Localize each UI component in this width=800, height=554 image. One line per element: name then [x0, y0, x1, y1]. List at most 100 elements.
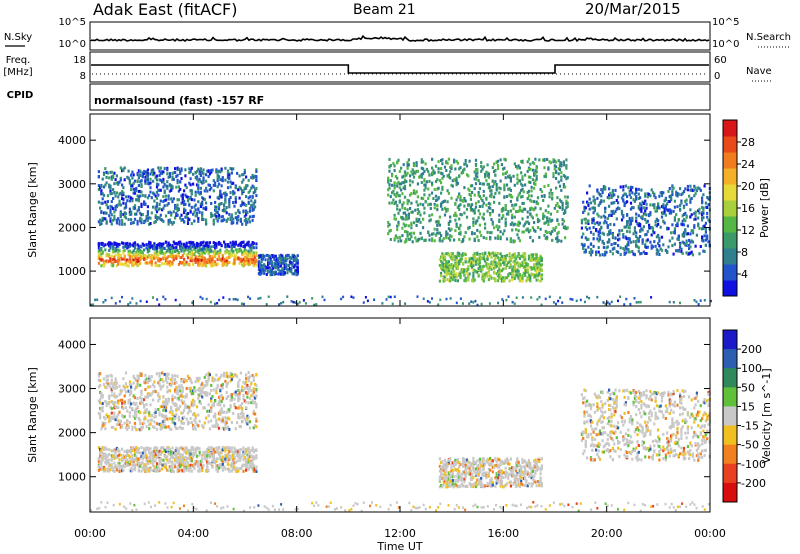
- power-cell: [401, 181, 404, 185]
- power-cell: [450, 270, 453, 274]
- power-cell: [208, 172, 211, 176]
- power-cell: [446, 252, 449, 255]
- power-cell: [189, 183, 192, 187]
- power-cell: [122, 197, 125, 201]
- velocity-cell: [137, 468, 140, 472]
- power-cell: [437, 186, 440, 190]
- power-cell: [518, 208, 521, 212]
- power-cell: [482, 276, 485, 280]
- power-cell: [124, 261, 128, 265]
- power-cell: [529, 235, 532, 239]
- power-cell: [632, 252, 635, 256]
- power-cell: [508, 257, 511, 261]
- velocity-cell: [137, 457, 140, 461]
- velocity-cell: [188, 464, 191, 468]
- power-cell: [100, 264, 103, 268]
- power-cell: [237, 243, 240, 247]
- power-cell: [449, 215, 452, 219]
- velocity-cell: [102, 448, 106, 452]
- power-cell: [497, 301, 500, 305]
- power-cell: [473, 170, 476, 174]
- power-cell: [499, 274, 502, 278]
- power-cell: [706, 211, 709, 215]
- nsearch-label: N.Search: [746, 32, 791, 43]
- power-cell: [144, 254, 147, 258]
- power-cell: [681, 223, 684, 227]
- power-cell: [139, 211, 142, 215]
- power-cell: [564, 175, 567, 179]
- power-cell: [477, 200, 480, 204]
- power-cell: [274, 254, 277, 258]
- power-cell: [269, 267, 272, 271]
- power-cell: [538, 235, 541, 239]
- power-cell: [702, 211, 705, 215]
- power-cell: [534, 182, 537, 186]
- velocity-cell: [130, 449, 133, 453]
- power-cell: [462, 270, 465, 274]
- power-cell: [462, 261, 465, 265]
- power-cell: [127, 303, 130, 306]
- power-cell: [270, 262, 273, 265]
- power-cell: [185, 185, 188, 189]
- power-cell: [150, 170, 153, 174]
- power-cell: [112, 188, 115, 192]
- power-cell: [644, 218, 647, 222]
- power-cell: [155, 196, 159, 200]
- power-cell: [157, 188, 160, 192]
- power-cell: [229, 241, 232, 245]
- power-cell: [611, 233, 614, 237]
- power-cell: [224, 243, 227, 246]
- power-cell: [498, 191, 501, 195]
- velocity-cell: [97, 457, 100, 461]
- power-cell: [540, 263, 543, 267]
- velocity-cell: [157, 451, 160, 455]
- velocity-cell: [133, 451, 137, 455]
- power-cell: [611, 194, 614, 198]
- power-cell: [265, 272, 268, 276]
- power-cell: [110, 170, 113, 174]
- power-cell: [486, 163, 489, 167]
- power-cell: [389, 164, 392, 167]
- power-cell: [524, 269, 527, 273]
- power-cell: [418, 210, 421, 214]
- power-cell: [217, 216, 221, 220]
- power-cell: [651, 245, 655, 249]
- power-cell: [539, 274, 542, 278]
- power-cell: [557, 172, 560, 176]
- power-cell: [557, 239, 560, 243]
- power-cell: [394, 200, 397, 204]
- power-cell: [123, 248, 126, 252]
- power-cell: [432, 172, 435, 176]
- power-cell: [210, 249, 213, 253]
- power-echo-region: [257, 253, 299, 277]
- power-cell: [460, 199, 463, 203]
- power-cell: [449, 165, 452, 169]
- power-cell: [644, 243, 647, 247]
- power-cell: [675, 223, 678, 227]
- power-cell: [611, 201, 614, 205]
- velocity-cell: [101, 451, 104, 455]
- power-cell: [565, 202, 568, 206]
- power-cell: [536, 274, 540, 278]
- power-cell: [184, 215, 187, 219]
- power-cell: [471, 256, 474, 260]
- power-cell: [131, 243, 134, 247]
- power-cell: [294, 269, 297, 273]
- power-cell: [117, 258, 120, 262]
- power-cell: [166, 262, 169, 266]
- power-cell: [163, 199, 166, 202]
- power-cell: [393, 193, 396, 196]
- velocity-cell: [118, 449, 121, 453]
- power-cell: [250, 203, 253, 207]
- power-cell: [535, 253, 538, 257]
- power-cell: [443, 165, 447, 169]
- power-cell: [172, 197, 175, 201]
- power-cell: [628, 226, 631, 230]
- power-cell: [243, 171, 246, 175]
- velocity-cell: [192, 448, 195, 452]
- power-cell: [449, 228, 452, 232]
- power-cell: [97, 242, 100, 246]
- power-cell: [455, 214, 458, 218]
- velocity-cell: [157, 469, 160, 473]
- power-cell: [405, 239, 408, 243]
